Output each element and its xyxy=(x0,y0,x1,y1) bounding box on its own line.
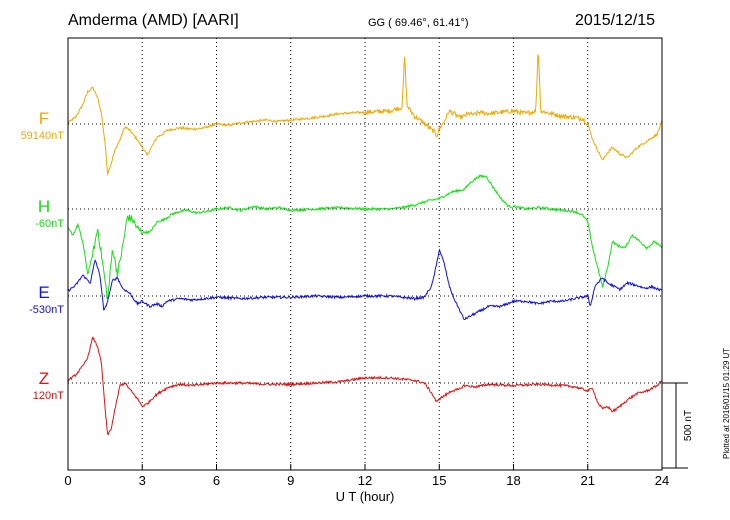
scale-bar-label: 500 nT xyxy=(683,410,694,441)
channel-label-h: H xyxy=(38,197,50,216)
baseline-value-e: -530nT xyxy=(29,304,64,316)
trace-f xyxy=(67,53,663,176)
trace-e xyxy=(67,248,663,321)
chart-labels: F 59140nT H -60nT E -530nT Z 120nT xyxy=(21,109,65,402)
chart-traces xyxy=(67,53,663,436)
channel-label-z: Z xyxy=(39,369,49,388)
x-tick-label: 12 xyxy=(358,473,372,488)
x-tick-label: 15 xyxy=(432,473,446,488)
trace-h xyxy=(67,173,663,300)
x-axis: 0 3 6 9 12 15 18 21 24 U T (hour) xyxy=(64,464,669,504)
x-axis-label: U T (hour) xyxy=(336,489,395,504)
x-tick-label: 18 xyxy=(506,473,520,488)
scale-bar: 500 nT xyxy=(662,382,694,469)
date-label: 2015/12/15 xyxy=(575,12,656,29)
x-tick-label: 9 xyxy=(287,473,294,488)
channel-label-f: F xyxy=(39,109,49,128)
baseline-value-f: 59140nT xyxy=(21,130,65,142)
x-tick-label: 21 xyxy=(581,473,595,488)
x-tick-label: 0 xyxy=(64,473,71,488)
trace-z xyxy=(67,336,663,436)
channel-label-e: E xyxy=(38,283,49,302)
x-tick-label: 6 xyxy=(213,473,220,488)
x-tick-label: 24 xyxy=(655,473,669,488)
geographic-coordinates: GG ( 69.46°, 61.41°) xyxy=(368,17,469,29)
baseline-value-z: 120nT xyxy=(33,390,64,402)
x-tick-label: 3 xyxy=(139,473,146,488)
station-title: Amderma (AMD) [AARI] xyxy=(68,12,239,29)
baseline-value-h: -60nT xyxy=(35,218,64,230)
chart-grid xyxy=(68,38,662,470)
